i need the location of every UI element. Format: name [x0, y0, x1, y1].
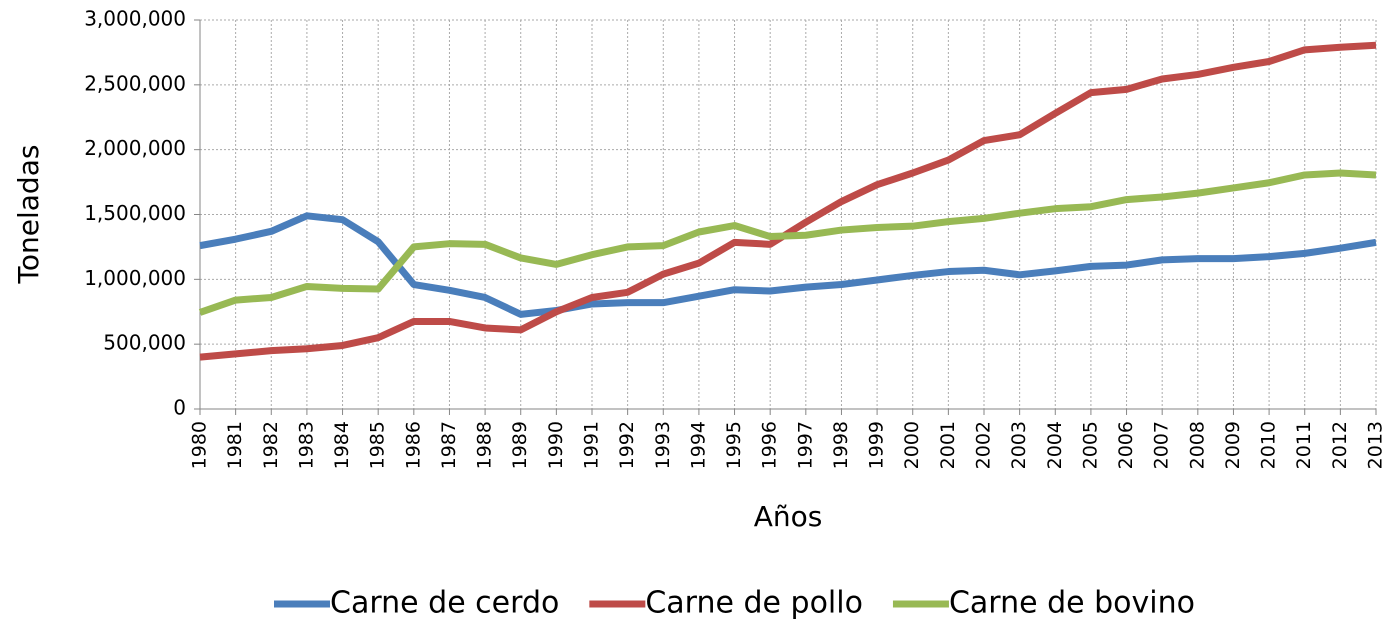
x-tick-label: 2008 — [1186, 421, 1208, 469]
y-tick-label: 3,000,000 — [84, 7, 186, 31]
line-series — [199, 41, 1377, 361]
x-tick-label: 1991 — [581, 421, 603, 469]
y-tick-label: 500,000 — [103, 331, 186, 355]
x-tick-label: 1996 — [759, 421, 781, 469]
x-tick-label: 2004 — [1044, 421, 1066, 469]
x-tick-label: 2009 — [1222, 421, 1244, 469]
x-tick-label: 1992 — [616, 421, 638, 469]
x-tick-label: 2006 — [1115, 421, 1137, 469]
y-tick-label: 1,000,000 — [84, 266, 186, 290]
x-tick-label: 1988 — [474, 421, 496, 469]
x-tick-label: 1981 — [224, 421, 246, 469]
x-tick-label: 2002 — [973, 421, 995, 469]
x-tick-label: 2000 — [901, 421, 923, 469]
x-tick-label: 2005 — [1079, 421, 1101, 469]
line-series — [198, 169, 1377, 316]
y-tick-label: 1,500,000 — [84, 201, 186, 225]
legend-label: Carne de cerdo — [330, 586, 559, 621]
x-tick-label: 1997 — [794, 421, 816, 469]
x-tick-label: 1999 — [866, 421, 888, 469]
y-tick-label: 0 — [173, 396, 186, 420]
x-tick-label: 1984 — [331, 421, 353, 469]
x-tick-label: 1987 — [438, 421, 460, 469]
x-tick-label: 1990 — [545, 421, 567, 469]
y-axis-title: Toneladas — [12, 145, 45, 285]
x-tick-label: 2013 — [1365, 421, 1387, 469]
y-tick-label: 2,500,000 — [84, 71, 186, 95]
x-tick-label: 1980 — [189, 421, 211, 469]
x-tick-label: 1993 — [652, 421, 674, 469]
x-tick-label: 1985 — [367, 421, 389, 469]
x-tick-label: 1982 — [260, 421, 282, 469]
x-tick-label: 1995 — [723, 421, 745, 469]
x-tick-label: 2012 — [1329, 421, 1351, 469]
x-tick-label: 1983 — [295, 421, 317, 469]
x-tick-label: 2001 — [937, 421, 959, 469]
y-tick-label: 2,000,000 — [84, 136, 186, 160]
x-tick-label: 1989 — [509, 421, 531, 469]
legend-label: Carne de pollo — [645, 586, 863, 621]
x-tick-label: 1998 — [830, 421, 852, 469]
x-tick-label: 2010 — [1258, 421, 1280, 469]
x-axis-title: Años — [754, 500, 823, 533]
x-tick-label: 2011 — [1293, 421, 1315, 469]
legend-label: Carne de bovino — [949, 586, 1195, 621]
x-tick-label: 2003 — [1008, 421, 1030, 469]
x-tick-label: 2007 — [1151, 421, 1173, 469]
x-tick-label: 1994 — [687, 421, 709, 469]
x-tick-label: 1986 — [402, 421, 424, 469]
